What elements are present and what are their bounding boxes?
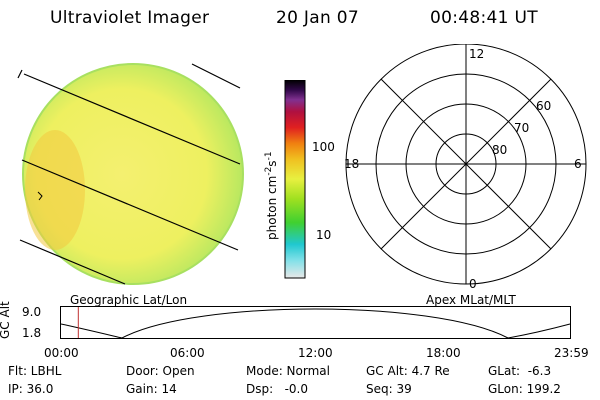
gc-alt-info: GC Alt: 4.7 Re (366, 364, 450, 378)
timeline-xtick: 00:00 (44, 346, 79, 360)
geographic-lat-line (191, 63, 241, 89)
ip-info: IP: 36.0 (8, 382, 54, 396)
mlt-label-bottom: 0 (469, 277, 477, 291)
gain-info: Gain: 14 (126, 382, 177, 396)
geographic-caption: Geographic Lat/Lon (70, 293, 188, 307)
timeline-xtick: 23:59 (554, 346, 589, 360)
timeline-axis-title: GC Alt (0, 301, 12, 339)
filter-info: Flt: LBHL (8, 364, 62, 378)
timeline-ytick-high: 9.0 (22, 305, 42, 319)
mlt-label-top: 12 (469, 47, 484, 61)
mode-info: Mode: Normal (246, 364, 330, 378)
uv-image-panel (17, 63, 244, 285)
dsp-info: Dsp: -0.0 (246, 382, 309, 396)
door-info: Door: Open (126, 364, 195, 378)
colorbar-tick-100: 100 (312, 140, 335, 154)
colorbar-unit-label: photon cm-2s-1 (264, 151, 279, 240)
bright-region (25, 130, 85, 250)
time-label: 00:48:41 UT (430, 8, 538, 28)
colorbar (284, 80, 306, 279)
glat-info: GLat: -6.3 (488, 364, 552, 378)
lat-label-80: 80 (492, 143, 507, 157)
geographic-lat-line (19, 239, 126, 285)
colorbar-gradient (284, 80, 306, 279)
date-label: 20 Jan 07 (276, 8, 359, 28)
polar-plot: 12 0 18 6 60 70 80 (344, 44, 587, 291)
lat-label-70: 70 (514, 121, 529, 135)
geographic-lat-line (21, 159, 239, 251)
altitude-curve (60, 308, 571, 339)
colorbar-tick-10: 10 (316, 228, 332, 242)
glon-info: GLon: 199.2 (488, 382, 561, 396)
lat-label-60: 60 (536, 99, 551, 113)
seq-info: Seq: 39 (366, 382, 412, 396)
geographic-lat-line (23, 73, 241, 165)
coastline-mark (37, 191, 43, 201)
timeline-ytick-low: 1.8 (22, 326, 42, 340)
mlt-label-right: 6 (574, 157, 582, 171)
apex-caption: Apex MLat/MLT (426, 293, 516, 307)
timeline-xtick: 12:00 (298, 346, 333, 360)
altitude-timeline (60, 306, 571, 339)
timeline-xtick: 18:00 (426, 346, 461, 360)
mlt-label-left: 18 (344, 157, 359, 171)
timeline-frame (60, 306, 571, 339)
polar-diagonal (380, 78, 552, 250)
instrument-title: Ultraviolet Imager (50, 8, 210, 28)
timeline-xtick: 06:00 (170, 346, 205, 360)
geographic-tick (17, 69, 23, 79)
